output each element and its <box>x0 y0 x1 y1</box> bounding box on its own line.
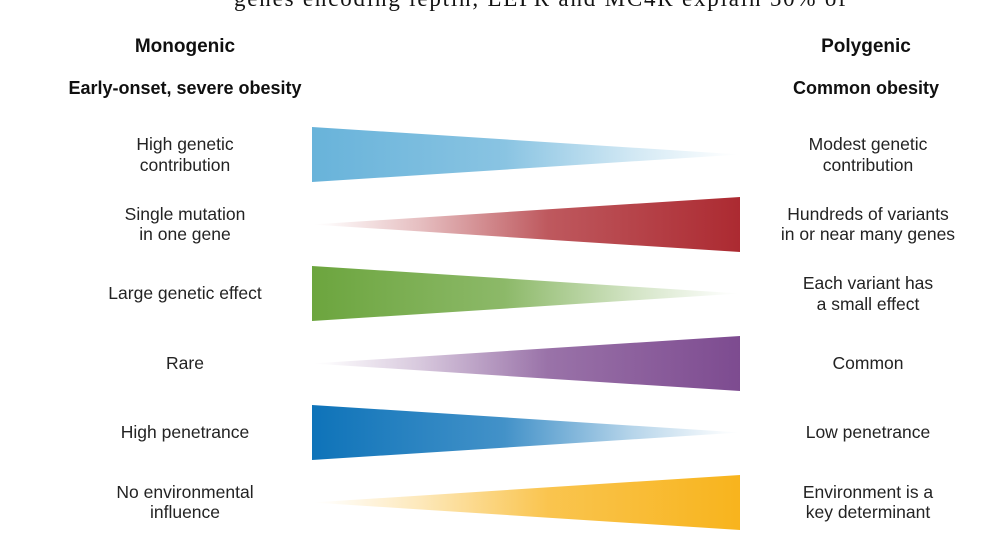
left-label: Rare <box>166 352 204 373</box>
row-frequency: Rare Common <box>0 329 988 399</box>
column-header-polygenic: Polygenic Common obesity <box>744 36 988 99</box>
row-effect-size: Large genetic effect Each variant has a … <box>0 259 988 329</box>
row-mutation-count: Single mutation in one gene Hundreds of … <box>0 190 988 260</box>
row-environment: No environmental influence Environment i… <box>0 468 988 538</box>
gradient-wedge-frequency <box>312 335 740 391</box>
right-label: Low penetrance <box>805 422 931 443</box>
polygenic-title: Polygenic <box>821 36 911 57</box>
right-label: Environment is a key determinant <box>802 481 934 523</box>
gradient-wedge-genetic-contribution <box>312 127 740 183</box>
gradient-wedge-effect-size <box>312 266 740 322</box>
left-label: Single mutation in one gene <box>124 203 246 245</box>
row-penetrance: High penetrance Low penetrance <box>0 398 988 468</box>
paper-body-text: genes encoding leptin, LEPR and MC4R exp… <box>234 0 848 12</box>
gradient-wedge-environment <box>312 474 740 530</box>
comparison-rows: High genetic contribution Modest genetic… <box>0 120 988 537</box>
left-label: Large genetic effect <box>108 283 262 304</box>
left-label: High penetrance <box>120 422 250 443</box>
gradient-wedge-mutation-count <box>312 196 740 252</box>
left-label: No environmental influence <box>116 481 254 523</box>
column-header-monogenic: Monogenic Early-onset, severe obesity <box>58 36 312 99</box>
gradient-wedge-penetrance <box>312 405 740 461</box>
right-label: Common <box>832 352 904 373</box>
polygenic-subtitle: Common obesity <box>792 78 939 98</box>
monogenic-subtitle: Early-onset, severe obesity <box>68 78 302 98</box>
monogenic-title: Monogenic <box>134 36 236 57</box>
right-label: Each variant has a small effect <box>802 273 934 314</box>
row-genetic-contribution: High genetic contribution Modest genetic… <box>0 120 988 190</box>
left-label: High genetic contribution <box>136 134 234 175</box>
right-label: Hundreds of variants in or near many gen… <box>780 203 956 245</box>
right-label: Modest genetic contribution <box>808 134 928 175</box>
